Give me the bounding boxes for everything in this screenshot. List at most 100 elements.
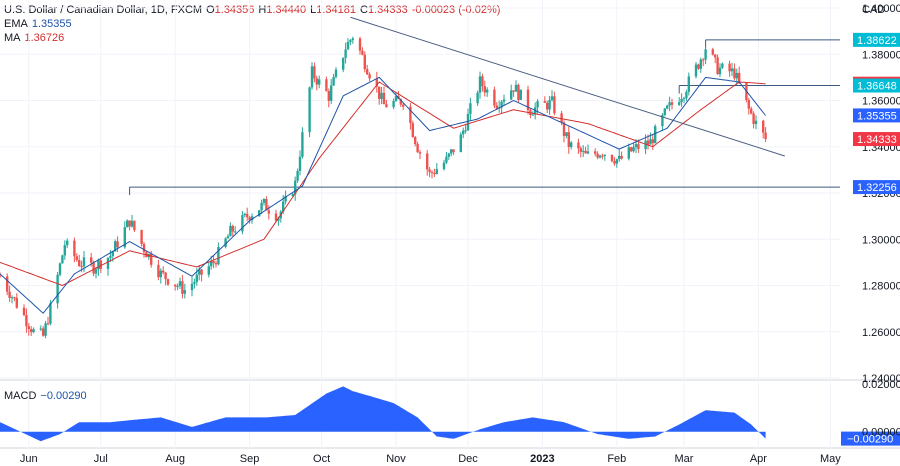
candle-up: [66, 240, 69, 246]
candle-up: [704, 49, 707, 60]
candle-down: [212, 261, 215, 264]
candle-up: [294, 180, 297, 195]
legend-ohlc: U.S. Dollar / Canadian Dollar, 1D, FXCM O…: [4, 3, 504, 17]
trendline: [350, 16, 785, 157]
candle-down: [610, 154, 614, 162]
candle-up: [514, 84, 518, 92]
candle-down: [90, 257, 93, 263]
candle-down: [711, 49, 714, 55]
candle-down: [613, 161, 616, 164]
candle-up: [570, 142, 573, 148]
ema-line: [0, 76, 766, 314]
candle-up: [654, 126, 657, 144]
candle-up: [582, 150, 585, 152]
candle-up: [291, 194, 294, 197]
candle-down: [99, 260, 102, 269]
candle-up: [344, 49, 347, 58]
candle-up: [159, 270, 162, 278]
price-tags: 1.386221.367261.366481.353551.343331.322…: [853, 32, 900, 195]
candle-up: [459, 134, 462, 153]
candle-up: [754, 120, 758, 124]
price-tick-label: 1.38000: [862, 49, 900, 61]
candle-up: [730, 68, 734, 72]
legend-o-label: O: [206, 4, 215, 16]
candle-up: [250, 216, 254, 221]
candle-down: [46, 323, 50, 325]
candle-down: [512, 90, 515, 92]
candle-down: [313, 66, 316, 79]
time-tick-label: Jun: [20, 453, 38, 465]
candle-up: [296, 170, 299, 181]
candle-down: [116, 241, 119, 248]
candle-down: [231, 225, 234, 232]
candle-down: [697, 64, 700, 69]
candle-down: [15, 297, 18, 308]
price-tag-label: 1.32256: [857, 182, 897, 194]
candle-down: [363, 54, 366, 70]
candle-down: [594, 151, 597, 154]
candle-up: [632, 147, 635, 152]
candle-up: [735, 72, 738, 79]
candle-down: [562, 122, 566, 137]
candle-down: [361, 50, 364, 55]
candle-up: [284, 196, 287, 202]
ma-line: [0, 81, 766, 287]
candle-up: [718, 67, 722, 75]
time-tick-label: May: [820, 453, 841, 465]
legend-open: 1.34356: [214, 4, 255, 16]
candle-down: [368, 74, 371, 79]
candle-up: [351, 38, 354, 41]
price-tick-label: 1.26000: [862, 327, 900, 339]
macd-value-tag-label: −0.00290: [847, 434, 893, 446]
price-tick-label: 1.40000: [862, 3, 900, 15]
candle-down: [0, 276, 2, 278]
candle-up: [226, 236, 230, 239]
legend-change: -0.00023 (-0.02%): [411, 4, 501, 16]
candle-up: [618, 155, 621, 160]
price-axis[interactable]: 1.400001.380001.360001.340001.320001.300…: [862, 3, 900, 439]
candle-down: [181, 281, 184, 294]
candle-down: [375, 78, 378, 87]
candle-down: [13, 297, 16, 299]
candle-down: [411, 123, 414, 138]
candle-up: [462, 130, 465, 135]
candle-up: [241, 215, 244, 232]
legend-ma-value: 1.36726: [24, 32, 65, 44]
candle-up: [262, 199, 266, 203]
candle-up: [464, 130, 467, 132]
candle-up: [260, 202, 263, 211]
candle-up: [663, 108, 666, 116]
candle-up: [82, 257, 86, 267]
candle-down: [430, 172, 434, 174]
time-tick-label: Aug: [165, 453, 185, 465]
candle-down: [25, 315, 28, 327]
legend-ema-value: 1.35355: [31, 18, 72, 30]
price-tick-label: 1.30000: [862, 234, 900, 246]
candle-up: [58, 263, 62, 275]
candle-up: [44, 323, 47, 336]
candle-down: [246, 213, 249, 218]
legend-l-label: L: [310, 4, 317, 16]
price-tag: [853, 108, 900, 123]
candle-down: [315, 78, 318, 85]
legend-macd: MACD −0.00290: [4, 389, 91, 403]
candle-down: [733, 68, 736, 79]
time-axis[interactable]: Jun Jul Aug Sep Oct Nov Dec 2023 Feb Mar Apr May: [20, 453, 841, 465]
candle-down: [30, 329, 33, 333]
candle-down: [426, 153, 429, 170]
candle-up: [380, 92, 383, 99]
candle-up: [666, 105, 669, 109]
candle-up: [565, 132, 568, 137]
candle-down: [747, 100, 750, 109]
candle-down: [378, 86, 381, 99]
candle-up: [126, 220, 129, 228]
candle-down: [630, 147, 633, 152]
price-tag: [853, 180, 900, 195]
candle-down: [80, 266, 83, 268]
candle-up: [349, 40, 352, 42]
candle-down: [385, 104, 388, 108]
candle-up: [536, 101, 539, 108]
candle-up: [478, 76, 482, 93]
candle-up: [346, 41, 350, 50]
